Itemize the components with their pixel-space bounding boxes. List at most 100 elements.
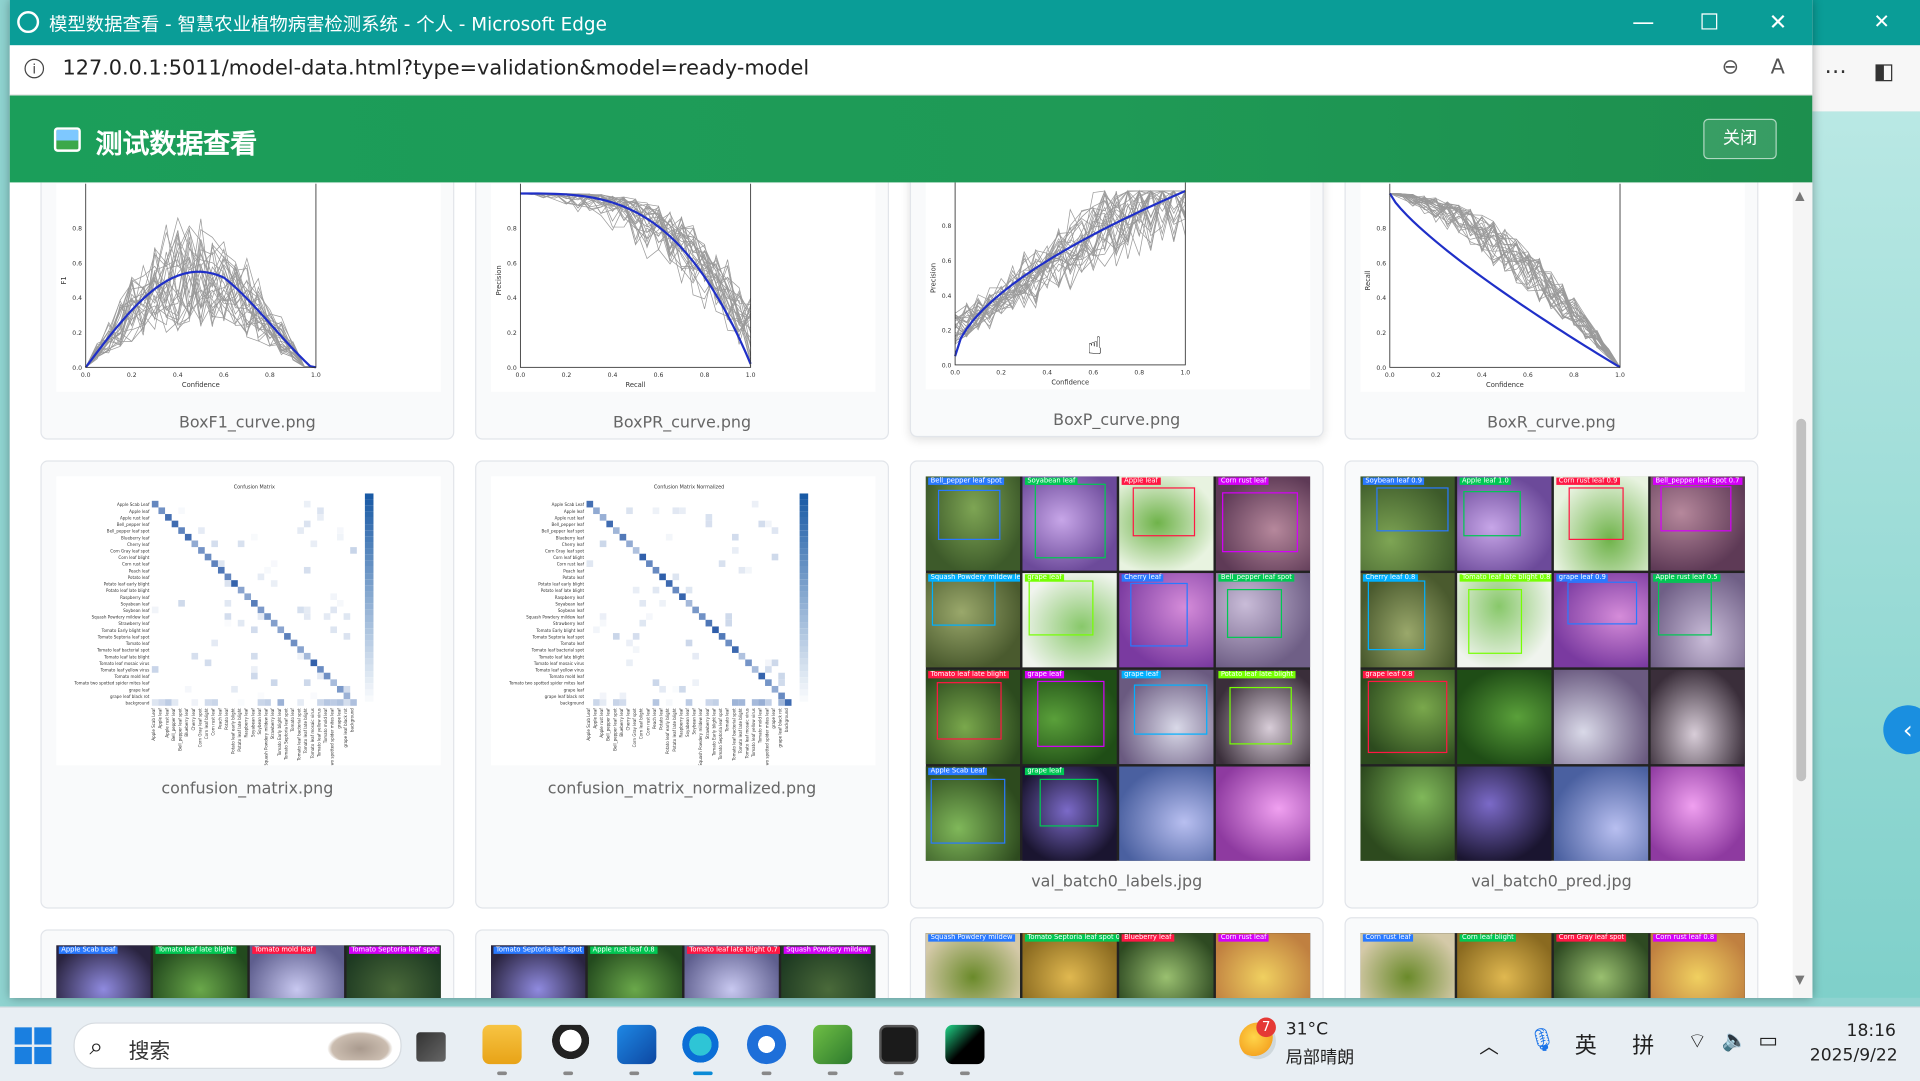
image-thumbnail[interactable]: Soybean leaf 0.9 Apple leaf 1.0 Corn rust … bbox=[1360, 476, 1745, 861]
windows-start-icon[interactable] bbox=[14, 1027, 52, 1065]
detection-label: Blueberry leaf bbox=[1121, 934, 1174, 942]
batch-card[interactable]: Tomato Septoria leaf spot Apple rust leaf… bbox=[475, 929, 889, 998]
matrix-cell bbox=[277, 699, 285, 706]
image-thumbnail[interactable]: 0.0 0.2 0.4 0.6 0.8 1.0 0.0 0.2 0.4 0.6 0.8 Confide… bbox=[925, 182, 1311, 390]
pycharm-icon[interactable] bbox=[945, 1024, 985, 1065]
battery-icon[interactable]: ▭ bbox=[1758, 1028, 1779, 1054]
image-caption: confusion_matrix_normalized.png bbox=[547, 780, 817, 799]
mosaic-tile: Squash Powdery mildew leaf bbox=[925, 573, 1021, 668]
chevron-up-icon[interactable]: ︿ bbox=[1479, 1034, 1499, 1058]
ime-language[interactable]: 英 bbox=[1574, 1033, 1597, 1060]
class-curve bbox=[1389, 193, 1621, 368]
matrix-row-label: Apple rust leaf bbox=[120, 515, 150, 520]
batch-card[interactable]: Bell_pepper leaf spot Soyabean leaf Apple … bbox=[909, 460, 1324, 909]
batch-card[interactable]: Apple Scab Leaf Tomato leaf late blight To… bbox=[40, 929, 455, 998]
sidebar-toggle-icon[interactable]: ◧ bbox=[1873, 58, 1895, 85]
taskbar-search[interactable]: ⌕ 搜索 bbox=[73, 1022, 402, 1069]
detection-label: Corn rust leaf 0.9 bbox=[1556, 477, 1620, 485]
matrix-col-label: Tomato Early blight leaf bbox=[711, 708, 716, 757]
matrix-cell bbox=[158, 699, 166, 706]
matrix-cell bbox=[765, 699, 772, 706]
feishu-icon[interactable] bbox=[617, 1024, 657, 1065]
matrix-cell bbox=[231, 580, 238, 587]
class-curve bbox=[520, 193, 751, 346]
wifi-icon[interactable]: ⌔ bbox=[1687, 1029, 1707, 1055]
image-thumbnail[interactable]: 0.0 0.2 0.4 0.6 0.8 1.0 0.0 0.2 0.4 0.6 0.8 Recall P… bbox=[491, 183, 876, 392]
ime-mode[interactable]: 拼 bbox=[1632, 1033, 1655, 1060]
scroll-down-arrow-icon[interactable]: ▼ bbox=[1795, 973, 1805, 987]
task-view-icon[interactable] bbox=[416, 1032, 446, 1062]
scroll-up-arrow-icon[interactable]: ▲ bbox=[1795, 189, 1805, 204]
matrix-cell bbox=[264, 566, 271, 574]
matrix-card[interactable]: Confusion Matrix Normalized Apple Scab Le… bbox=[475, 460, 889, 909]
maximize-button[interactable]: ☐ bbox=[1699, 9, 1720, 36]
image-thumbnail[interactable]: Corn rust leaf Corn leaf blight Corn Gray … bbox=[1360, 933, 1745, 998]
matrix-cell bbox=[632, 646, 640, 653]
matrix-cell bbox=[639, 619, 647, 627]
detection-box bbox=[1221, 492, 1299, 552]
terminal-icon[interactable] bbox=[879, 1024, 919, 1065]
running-indicator bbox=[827, 1071, 838, 1076]
x-tick-label: 0.0 bbox=[516, 372, 526, 379]
matrix-cell bbox=[758, 520, 766, 528]
bg-close-icon[interactable]: ✕ bbox=[1873, 9, 1890, 34]
close-button[interactable]: 关闭 bbox=[1703, 118, 1777, 160]
matrix-row-label: Bell_pepper leaf bbox=[552, 522, 585, 527]
batch-card[interactable]: Squash Powdery mildew Tomato Septoria lea… bbox=[909, 917, 1324, 998]
image-thumbnail[interactable]: 0.0 0.2 0.4 0.6 0.8 1.0 0.0 0.2 0.4 0.6 0.8 Confide… bbox=[1360, 183, 1745, 392]
zoom-out-icon[interactable]: ⊖ bbox=[1721, 55, 1740, 80]
matrix-row-label: Tomato leaf bbox=[560, 641, 585, 646]
microphone-icon[interactable]: 🎙 bbox=[1528, 1027, 1557, 1054]
clock-time[interactable]: 18:16 bbox=[1846, 1021, 1896, 1041]
file-explorer-icon[interactable] bbox=[482, 1024, 522, 1065]
image-thumbnail[interactable]: Tomato Septoria leaf spot Apple rust leaf… bbox=[491, 945, 876, 998]
matrix-cell bbox=[639, 600, 647, 607]
curve-card[interactable]: 0.0 0.2 0.4 0.6 0.8 1.0 0.0 0.2 0.4 0.6 0.8 Confide… bbox=[1344, 182, 1759, 440]
image-thumbnail[interactable]: Confusion Matrix Apple Scab Leaf Apple Sca… bbox=[56, 476, 441, 766]
detection-label: Tomato leaf late blight bbox=[155, 946, 236, 954]
minimize-button[interactable]: — bbox=[1632, 9, 1655, 36]
image-thumbnail[interactable]: Squash Powdery mildew Tomato Septoria lea… bbox=[925, 933, 1311, 998]
matrix-cell bbox=[672, 685, 680, 693]
matrix-cell bbox=[652, 566, 660, 574]
matrix-card[interactable]: Confusion Matrix Apple Scab Leaf Apple Sca… bbox=[40, 460, 455, 909]
detection-box bbox=[1367, 580, 1425, 650]
image-thumbnail[interactable]: Bell_pepper leaf spot Soyabean leaf Apple … bbox=[925, 476, 1311, 861]
close-window-button[interactable]: ✕ bbox=[1768, 9, 1788, 36]
edge-icon[interactable] bbox=[680, 1024, 721, 1065]
y-tick-label: 0.8 bbox=[1376, 226, 1386, 233]
matrix-cell bbox=[626, 507, 633, 515]
detection-label: Potato leaf late blight bbox=[1218, 671, 1296, 679]
qq-penguin-icon[interactable] bbox=[551, 1024, 591, 1065]
matrix-cell bbox=[211, 540, 218, 548]
curve-card[interactable]: 0.0 0.2 0.4 0.6 0.8 1.0 0.0 0.2 0.4 0.6 0.8 Confide… bbox=[909, 182, 1324, 438]
colorbar-step bbox=[364, 530, 374, 537]
class-curve bbox=[955, 190, 1186, 335]
curve-card[interactable]: 0.0 0.2 0.4 0.6 0.8 1.0 0.0 0.2 0.4 0.6 0.8 Confide… bbox=[40, 182, 455, 440]
batch-card[interactable]: Corn rust leaf Corn leaf blight Corn Gray … bbox=[1344, 917, 1759, 998]
volume-icon[interactable]: 🔈 bbox=[1721, 1028, 1748, 1054]
scrollbar-thumb[interactable] bbox=[1796, 418, 1807, 782]
matrix-cell bbox=[593, 507, 600, 515]
tool-app-icon[interactable] bbox=[813, 1024, 853, 1065]
image-thumbnail[interactable]: Confusion Matrix Normalized Apple Scab Le… bbox=[491, 476, 876, 766]
curve-card[interactable]: 0.0 0.2 0.4 0.6 0.8 1.0 0.0 0.2 0.4 0.6 0.8 Recall P… bbox=[475, 182, 889, 440]
detection-box bbox=[1035, 484, 1107, 559]
matrix-row-label: Apple rust leaf bbox=[555, 515, 585, 520]
read-aloud-icon[interactable]: A bbox=[1770, 55, 1785, 80]
image-caption: BoxPR_curve.png bbox=[612, 413, 752, 433]
image-thumbnail[interactable]: Apple Scab Leaf Tomato leaf late blight To… bbox=[56, 945, 441, 998]
y-tick-label: 0.0 bbox=[507, 365, 517, 372]
image-thumbnail[interactable]: 0.0 0.2 0.4 0.6 0.8 1.0 0.0 0.2 0.4 0.6 0.8 Confide… bbox=[56, 183, 441, 392]
matrix-cell bbox=[224, 619, 232, 627]
clock-date[interactable]: 2025/9/22 bbox=[1809, 1045, 1898, 1066]
matrix-cell bbox=[665, 699, 673, 706]
batch-card[interactable]: Soybean leaf 0.9 Apple leaf 1.0 Corn rust … bbox=[1344, 460, 1759, 909]
url-field[interactable]: 127.0.0.1:5011/model-data.html?type=vali… bbox=[62, 56, 810, 81]
collapse-arrow-icon[interactable]: ‹ bbox=[1883, 705, 1920, 755]
more-icon[interactable]: ⋯ bbox=[1824, 58, 1847, 85]
colorbar-step bbox=[364, 640, 374, 647]
x-tick-label: 0.0 bbox=[81, 372, 91, 379]
vpn-client-icon[interactable] bbox=[746, 1024, 787, 1065]
info-icon[interactable]: i bbox=[24, 58, 45, 79]
